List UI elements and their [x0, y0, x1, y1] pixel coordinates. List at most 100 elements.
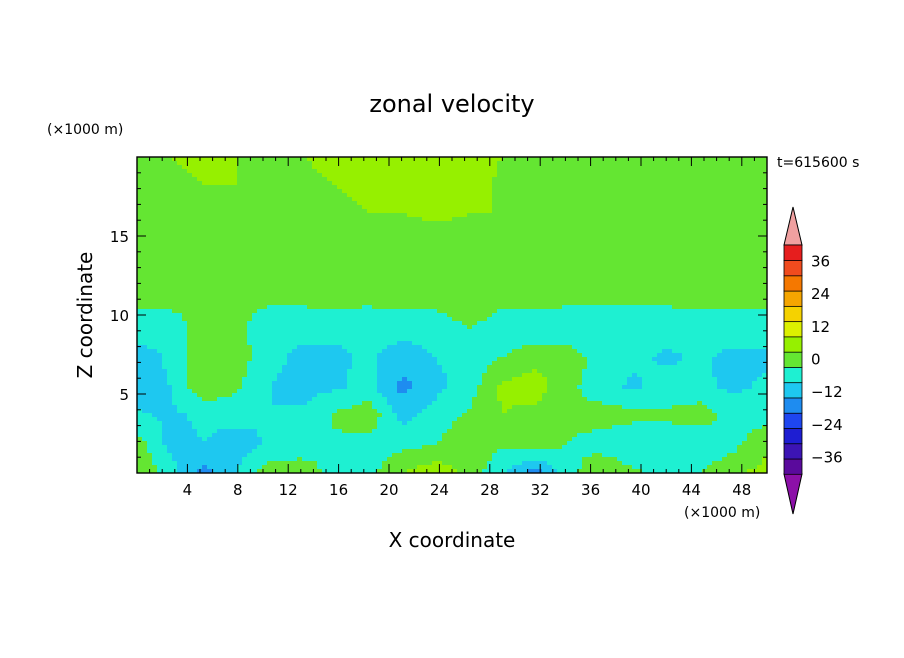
field-cell	[532, 309, 538, 314]
field-cell	[732, 205, 738, 210]
field-cell	[202, 261, 208, 266]
field-cell	[417, 237, 423, 242]
field-cell	[337, 297, 343, 302]
field-cell	[702, 217, 708, 222]
field-cell	[752, 189, 758, 194]
field-cell	[272, 225, 278, 230]
field-cell	[557, 249, 563, 254]
field-cell	[412, 229, 418, 234]
field-cell	[487, 205, 493, 210]
field-cell	[207, 301, 213, 306]
field-cell	[397, 189, 403, 194]
field-cell	[147, 245, 153, 250]
field-cell	[697, 185, 703, 190]
field-cell	[392, 213, 398, 218]
field-cell	[417, 253, 423, 258]
field-cell	[222, 273, 228, 278]
field-cell	[527, 181, 533, 186]
field-cell	[512, 277, 518, 282]
field-cell	[152, 197, 158, 202]
field-cell	[657, 281, 663, 286]
field-cell	[192, 161, 198, 166]
field-cell	[187, 289, 193, 294]
field-cell	[322, 277, 328, 282]
field-cell	[562, 273, 568, 278]
field-cell	[197, 169, 203, 174]
field-cell	[432, 273, 438, 278]
field-cell	[632, 189, 638, 194]
field-cell	[672, 157, 678, 162]
field-cell	[302, 225, 308, 230]
field-cell	[352, 241, 358, 246]
field-cell	[677, 257, 683, 262]
field-cell	[662, 185, 668, 190]
field-cell	[307, 201, 313, 206]
field-cell	[592, 289, 598, 294]
field-cell	[717, 209, 723, 214]
field-cell	[737, 189, 743, 194]
field-cell	[662, 181, 668, 186]
field-cell	[172, 249, 178, 254]
field-cell	[762, 293, 767, 298]
field-cell	[227, 177, 233, 182]
field-cell	[662, 201, 668, 206]
field-cell	[512, 273, 518, 278]
field-cell	[232, 165, 238, 170]
field-cell	[607, 185, 613, 190]
field-cell	[442, 297, 448, 302]
field-cell	[387, 177, 393, 182]
field-cell	[467, 277, 473, 282]
field-cell	[322, 169, 328, 174]
field-cell	[267, 209, 273, 214]
field-cell	[472, 221, 478, 226]
field-cell	[397, 305, 403, 310]
field-cell	[457, 165, 463, 170]
field-cell	[422, 293, 428, 298]
field-cell	[192, 285, 198, 290]
field-cell	[552, 225, 558, 230]
field-cell	[327, 173, 333, 178]
field-cell	[457, 221, 463, 226]
field-cell	[182, 201, 188, 206]
field-cell	[637, 265, 643, 270]
field-cell	[382, 185, 388, 190]
field-cell	[692, 225, 698, 230]
field-cell	[242, 197, 248, 202]
field-cell	[702, 173, 708, 178]
field-cell	[137, 305, 143, 310]
field-cell	[687, 305, 693, 310]
field-cell	[612, 169, 618, 174]
field-cell	[672, 237, 678, 242]
field-cell	[697, 257, 703, 262]
field-cell	[222, 261, 228, 266]
field-cell	[282, 181, 288, 186]
field-cell	[462, 281, 468, 286]
field-cell	[507, 309, 513, 314]
field-cell	[182, 305, 188, 310]
field-cell	[562, 281, 568, 286]
field-cell	[437, 169, 443, 174]
field-cell	[557, 181, 563, 186]
field-cell	[317, 285, 323, 290]
field-cell	[172, 241, 178, 246]
field-cell	[717, 233, 723, 238]
field-cell	[297, 185, 303, 190]
field-cell	[297, 205, 303, 210]
field-cell	[707, 225, 713, 230]
field-cell	[467, 181, 473, 186]
field-cell	[502, 177, 508, 182]
field-cell	[252, 169, 258, 174]
field-cell	[142, 177, 148, 182]
field-cell	[572, 177, 578, 182]
field-cell	[177, 165, 183, 170]
field-cell	[342, 297, 348, 302]
field-cell	[567, 221, 573, 226]
field-cell	[652, 177, 658, 182]
field-cell	[557, 193, 563, 198]
field-cell	[442, 221, 448, 226]
field-cell	[677, 289, 683, 294]
field-cell	[352, 193, 358, 198]
field-cell	[712, 157, 718, 162]
field-cell	[697, 237, 703, 242]
field-cell	[482, 229, 488, 234]
